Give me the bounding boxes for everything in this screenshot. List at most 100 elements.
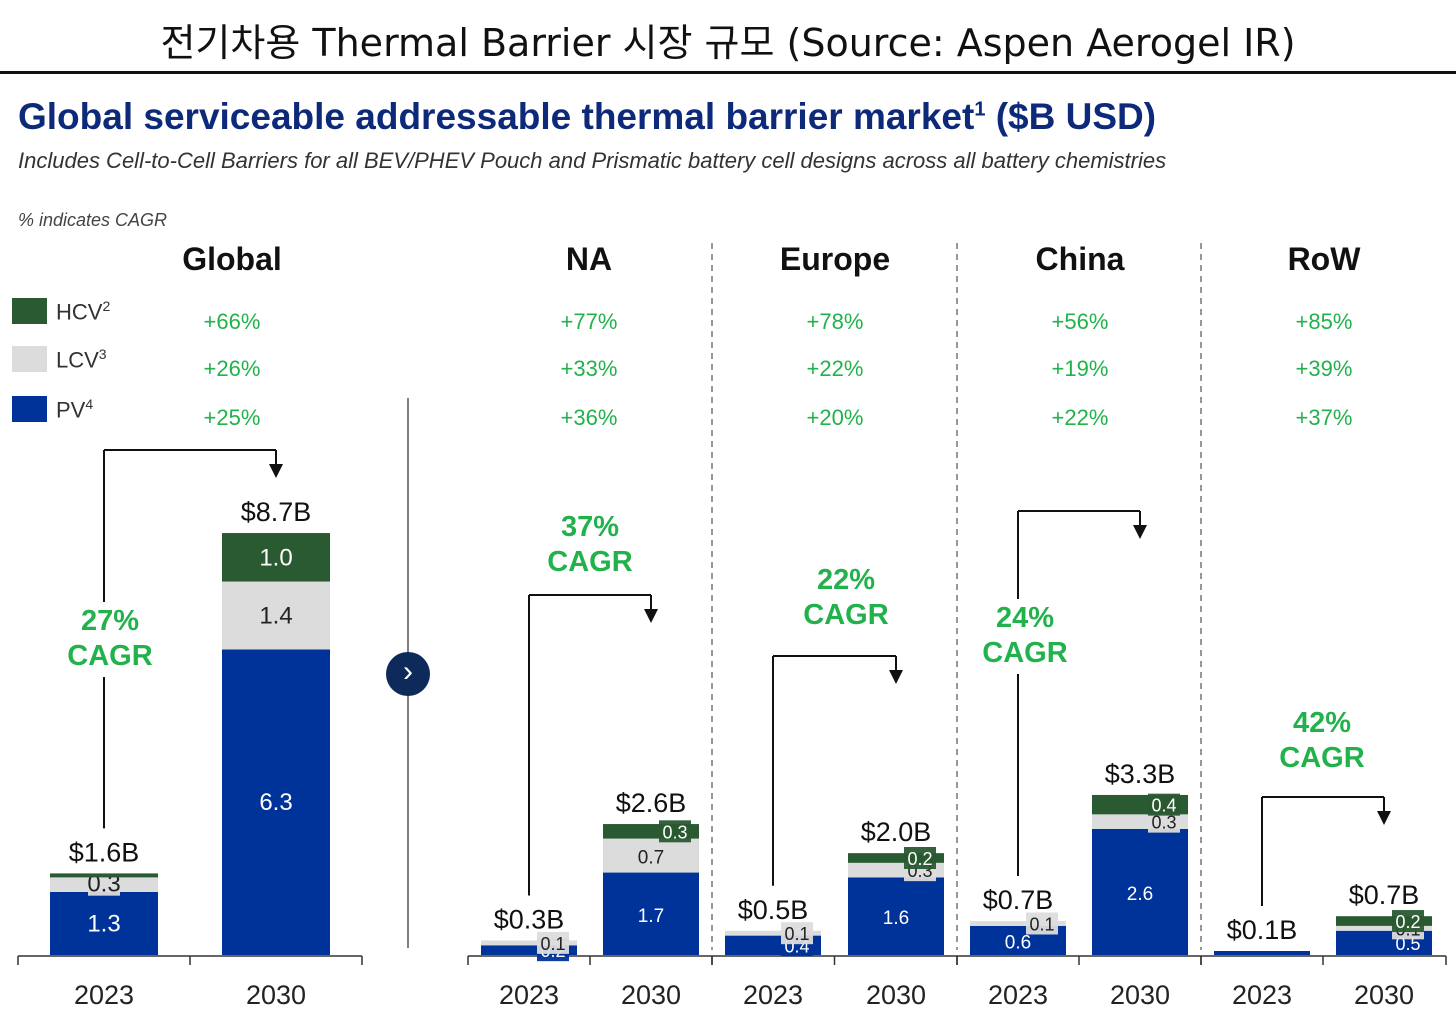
year-label-europe-2023: 2023 bbox=[743, 980, 803, 1010]
total-label-row-2030: $0.7B bbox=[1349, 880, 1420, 910]
segment-cagr-china-hcv: +56% bbox=[1052, 309, 1109, 334]
banner-rule bbox=[0, 71, 1456, 74]
cagr-value-global: 27% bbox=[81, 605, 139, 637]
segment-cagr-row-hcv: +85% bbox=[1296, 309, 1353, 334]
bar-label-global-2030-pv: 6.3 bbox=[259, 789, 292, 816]
segment-cagr-europe-pv: +20% bbox=[807, 405, 864, 430]
bar-china-2030-pv bbox=[1092, 828, 1188, 955]
cagr-value-na: 37% bbox=[561, 511, 619, 543]
bar-label-china-2030-hcv: 0.4 bbox=[1151, 796, 1176, 816]
bar-label-china-2030-lcv: 0.3 bbox=[1151, 813, 1176, 833]
banner: 전기차용 Thermal Barrier 시장 규모 (Source: Aspe… bbox=[0, 0, 1456, 74]
cagr-arrow-head-china bbox=[1133, 525, 1147, 539]
year-label-row-2023: 2023 bbox=[1232, 980, 1292, 1010]
total-label-na-2030: $2.6B bbox=[616, 788, 687, 818]
segment-cagr-row-lcv: +39% bbox=[1296, 356, 1353, 381]
bar-label-china-2030-pv: 2.6 bbox=[1127, 884, 1153, 905]
region-header-row: RoW bbox=[1288, 241, 1362, 277]
bar-label-china-2023-pv: 0.6 bbox=[1005, 932, 1031, 953]
chart-title: Global serviceable addressable thermal b… bbox=[18, 96, 1156, 138]
legend-swatch-pv bbox=[12, 396, 47, 422]
total-label-europe-2030: $2.0B bbox=[861, 817, 932, 847]
bar-label-europe-2023-lcv: 0.1 bbox=[784, 924, 809, 944]
bar-global-2030-hcv bbox=[222, 533, 330, 582]
cagr-value-europe: 22% bbox=[817, 564, 875, 596]
year-label-row-2030: 2030 bbox=[1354, 980, 1414, 1010]
segment-cagr-global-pv: +25% bbox=[204, 405, 261, 430]
next-chevron-button[interactable]: › bbox=[386, 652, 430, 696]
bar-label-na-2030-hcv: 0.3 bbox=[662, 822, 687, 842]
cagr-caption-row: CAGR bbox=[1279, 742, 1364, 774]
bar-global-2023-hcv bbox=[50, 873, 158, 878]
region-header-china: China bbox=[1036, 241, 1125, 277]
year-label-europe-2030: 2030 bbox=[866, 980, 926, 1010]
region-header-na: NA bbox=[566, 241, 612, 277]
bar-label-box bbox=[781, 922, 813, 945]
chart-title-footnote: 1 bbox=[974, 98, 986, 121]
year-label-china-2030: 2030 bbox=[1110, 980, 1170, 1010]
bar-global-2030-pv bbox=[222, 649, 330, 955]
banner-title: 전기차용 Thermal Barrier 시장 규모 (Source: Aspe… bbox=[160, 21, 1296, 65]
segment-cagr-na-hcv: +77% bbox=[561, 309, 618, 334]
cagr-caption-global: CAGR bbox=[67, 640, 152, 672]
bar-label-box bbox=[537, 931, 569, 954]
segment-cagr-europe-hcv: +78% bbox=[807, 309, 864, 334]
year-label-global-2023: 2023 bbox=[74, 980, 134, 1010]
segment-cagr-europe-lcv: +22% bbox=[807, 356, 864, 381]
region-header-europe: Europe bbox=[780, 241, 890, 277]
bar-label-na-2023-lcv: 0.1 bbox=[540, 934, 565, 954]
segment-cagr-china-lcv: +19% bbox=[1052, 356, 1109, 381]
bar-label-box bbox=[88, 873, 120, 896]
total-label-global-2030: $8.7B bbox=[241, 497, 312, 527]
cagr-caption-na: CAGR bbox=[547, 546, 632, 578]
cagr-arrow-head-global bbox=[269, 464, 283, 478]
cagr-arrow-head-na bbox=[644, 609, 658, 623]
bar-label-global-2023-pv: 1.3 bbox=[87, 910, 120, 937]
total-label-row-2023: $0.1B bbox=[1227, 915, 1298, 945]
bar-row-2023-pv bbox=[1214, 951, 1310, 955]
legend-label-hcv: HCV2 bbox=[56, 298, 111, 325]
chart-subtitle: Includes Cell-to-Cell Barriers for all B… bbox=[18, 148, 1167, 173]
bar-label-china-2023-lcv: 0.1 bbox=[1029, 914, 1054, 934]
cagr-note: % indicates CAGR bbox=[18, 210, 168, 230]
bar-label-global-2030-lcv: 1.4 bbox=[259, 603, 292, 630]
total-label-china-2030: $3.3B bbox=[1105, 759, 1176, 789]
segment-cagr-global-lcv: +26% bbox=[204, 356, 261, 381]
bar-europe-2030-hcv bbox=[848, 853, 944, 863]
segment-cagr-row-pv: +37% bbox=[1296, 405, 1353, 430]
year-label-na-2023: 2023 bbox=[499, 980, 559, 1010]
cagr-value-china: 24% bbox=[996, 602, 1054, 634]
year-label-na-2030: 2030 bbox=[621, 980, 681, 1010]
bar-row-2030-lcv bbox=[1336, 925, 1432, 931]
bar-label-box bbox=[1026, 912, 1058, 935]
total-label-europe-2023: $0.5B bbox=[738, 895, 809, 925]
legend-swatch-lcv bbox=[12, 346, 47, 372]
bar-global-2023-pv bbox=[50, 891, 158, 955]
year-label-china-2023: 2023 bbox=[988, 980, 1048, 1010]
total-label-china-2023: $0.7B bbox=[983, 885, 1054, 915]
bar-na-2030-pv bbox=[603, 872, 699, 955]
segment-cagr-global-hcv: +66% bbox=[204, 309, 261, 334]
legend-label-pv: PV4 bbox=[56, 396, 94, 423]
segment-cagr-na-lcv: +33% bbox=[561, 356, 618, 381]
year-label-global-2030: 2030 bbox=[246, 980, 306, 1010]
bar-china-2023-lcv bbox=[970, 921, 1066, 926]
bar-label-box bbox=[904, 847, 936, 869]
bar-label-europe-2030-pv: 1.6 bbox=[883, 908, 909, 929]
segment-cagr-na-pv: +36% bbox=[561, 405, 618, 430]
chart-title-suffix: ($B USD) bbox=[985, 96, 1157, 137]
bar-europe-2030-pv bbox=[848, 877, 944, 955]
cagr-caption-europe: CAGR bbox=[803, 599, 888, 631]
segment-cagr-china-pv: +22% bbox=[1052, 405, 1109, 430]
bar-label-global-2030-hcv: 1.0 bbox=[259, 544, 292, 571]
bar-na-2030-lcv bbox=[603, 838, 699, 873]
bar-label-na-2030-pv: 1.7 bbox=[638, 906, 664, 927]
cagr-value-row: 42% bbox=[1293, 707, 1351, 739]
bar-label-box bbox=[1148, 810, 1180, 833]
bar-label-row-2030-hcv: 0.2 bbox=[1395, 912, 1420, 932]
bar-label-na-2030-lcv: 0.7 bbox=[638, 848, 664, 869]
chart-title-text: Global serviceable addressable thermal b… bbox=[18, 96, 975, 137]
bar-label-box bbox=[659, 820, 691, 843]
cagr-arrow-head-row bbox=[1377, 811, 1391, 825]
